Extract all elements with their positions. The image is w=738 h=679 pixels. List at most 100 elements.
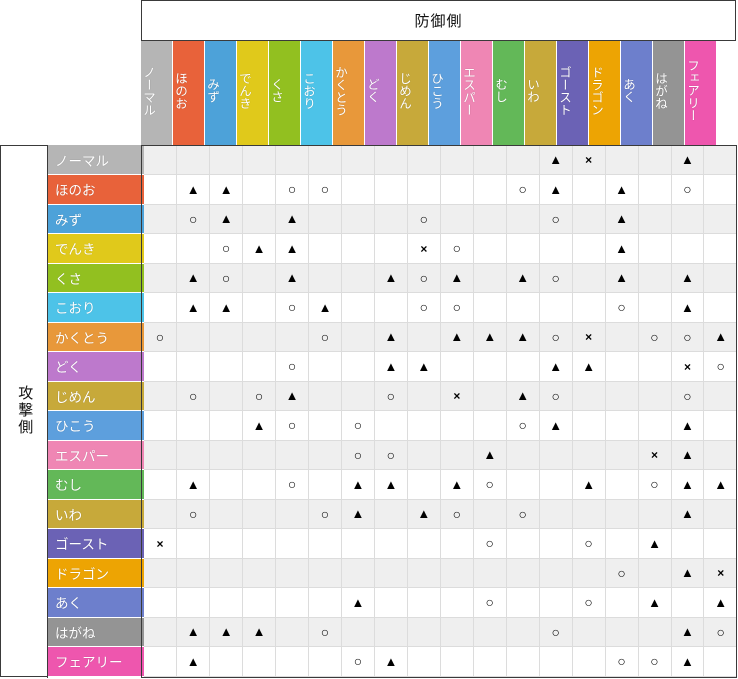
matrix-cell[interactable]	[143, 351, 178, 382]
matrix-cell[interactable]	[539, 558, 573, 588]
matrix-cell[interactable]	[605, 469, 639, 500]
matrix-cell[interactable]: ▲	[308, 292, 342, 323]
matrix-cell[interactable]	[572, 381, 606, 411]
matrix-cell[interactable]	[209, 587, 244, 618]
matrix-cell[interactable]: ▲	[176, 617, 211, 647]
matrix-cell[interactable]: ▲	[242, 617, 277, 647]
matrix-cell[interactable]	[275, 322, 310, 352]
matrix-cell[interactable]	[341, 351, 375, 382]
matrix-cell[interactable]	[605, 440, 639, 470]
matrix-cell[interactable]: ○	[341, 440, 375, 470]
matrix-cell[interactable]	[671, 528, 705, 559]
matrix-cell[interactable]	[605, 351, 639, 382]
matrix-cell[interactable]	[703, 499, 737, 529]
matrix-cell[interactable]	[473, 233, 507, 264]
matrix-cell[interactable]	[242, 322, 277, 352]
matrix-cell[interactable]	[275, 440, 310, 470]
matrix-cell[interactable]: ▲	[176, 174, 211, 205]
matrix-cell[interactable]	[638, 263, 672, 293]
matrix-cell[interactable]	[539, 646, 573, 677]
matrix-cell[interactable]	[374, 410, 408, 441]
matrix-cell[interactable]: ▲	[473, 440, 507, 470]
matrix-cell[interactable]	[605, 528, 639, 559]
matrix-cell[interactable]	[638, 351, 672, 382]
matrix-cell[interactable]: ○	[572, 528, 606, 559]
matrix-cell[interactable]	[242, 351, 277, 382]
matrix-cell[interactable]	[176, 145, 211, 175]
matrix-cell[interactable]	[638, 381, 672, 411]
matrix-cell[interactable]	[341, 292, 375, 323]
matrix-cell[interactable]: ▲	[440, 469, 474, 500]
matrix-cell[interactable]: ▲	[703, 469, 737, 500]
matrix-cell[interactable]	[539, 233, 573, 264]
matrix-cell[interactable]: ▲	[605, 263, 639, 293]
column-header-0[interactable]: ノーマル	[141, 41, 173, 145]
matrix-cell[interactable]	[407, 469, 441, 500]
matrix-cell[interactable]	[143, 263, 178, 293]
matrix-cell[interactable]: ▲	[703, 322, 737, 352]
matrix-cell[interactable]	[605, 587, 639, 618]
matrix-cell[interactable]	[473, 174, 507, 205]
matrix-cell[interactable]	[506, 587, 540, 618]
row-header-1[interactable]: ほのお	[48, 174, 144, 205]
matrix-cell[interactable]	[143, 381, 178, 411]
matrix-cell[interactable]	[407, 174, 441, 205]
matrix-cell[interactable]	[473, 351, 507, 382]
matrix-cell[interactable]: ▲	[374, 469, 408, 500]
matrix-cell[interactable]	[374, 558, 408, 588]
matrix-cell[interactable]	[572, 204, 606, 234]
row-header-0[interactable]: ノーマル	[48, 145, 144, 175]
matrix-cell[interactable]	[605, 499, 639, 529]
matrix-cell[interactable]: ○	[209, 263, 244, 293]
matrix-cell[interactable]	[473, 499, 507, 529]
matrix-cell[interactable]	[242, 646, 277, 677]
matrix-cell[interactable]	[506, 440, 540, 470]
column-header-9[interactable]: ひこう	[429, 41, 461, 145]
matrix-cell[interactable]: ▲	[539, 145, 573, 175]
matrix-cell[interactable]: ○	[143, 322, 178, 352]
matrix-cell[interactable]: ▲	[209, 292, 244, 323]
matrix-cell[interactable]: ▲	[407, 499, 441, 529]
matrix-cell[interactable]	[407, 528, 441, 559]
matrix-cell[interactable]: ▲	[671, 469, 705, 500]
matrix-cell[interactable]	[407, 410, 441, 441]
matrix-cell[interactable]	[473, 617, 507, 647]
matrix-cell[interactable]	[176, 528, 211, 559]
matrix-cell[interactable]: ○	[308, 499, 342, 529]
matrix-cell[interactable]	[176, 440, 211, 470]
matrix-cell[interactable]	[308, 233, 342, 264]
matrix-cell[interactable]	[671, 587, 705, 618]
matrix-cell[interactable]	[374, 233, 408, 264]
matrix-cell[interactable]: ○	[605, 558, 639, 588]
matrix-cell[interactable]	[407, 646, 441, 677]
matrix-cell[interactable]: ○	[275, 469, 310, 500]
matrix-cell[interactable]	[374, 528, 408, 559]
matrix-cell[interactable]: ○	[671, 322, 705, 352]
matrix-cell[interactable]	[374, 174, 408, 205]
matrix-cell[interactable]: ▲	[506, 263, 540, 293]
matrix-cell[interactable]: ○	[407, 292, 441, 323]
matrix-cell[interactable]	[506, 233, 540, 264]
matrix-cell[interactable]	[308, 469, 342, 500]
matrix-cell[interactable]	[308, 204, 342, 234]
matrix-cell[interactable]	[176, 410, 211, 441]
matrix-cell[interactable]	[308, 558, 342, 588]
matrix-cell[interactable]	[209, 145, 244, 175]
column-header-10[interactable]: エスパー	[461, 41, 493, 145]
matrix-cell[interactable]: ▲	[671, 440, 705, 470]
matrix-cell[interactable]	[440, 351, 474, 382]
matrix-cell[interactable]: ○	[341, 410, 375, 441]
matrix-cell[interactable]	[638, 499, 672, 529]
matrix-cell[interactable]: ▲	[374, 351, 408, 382]
matrix-cell[interactable]	[407, 617, 441, 647]
matrix-cell[interactable]: ▲	[209, 174, 244, 205]
matrix-cell[interactable]	[143, 646, 178, 677]
matrix-cell[interactable]	[209, 469, 244, 500]
column-header-14[interactable]: ドラゴン	[589, 41, 621, 145]
row-header-14[interactable]: ドラゴン	[48, 558, 144, 588]
matrix-cell[interactable]: ▲	[176, 646, 211, 677]
matrix-cell[interactable]	[506, 646, 540, 677]
matrix-cell[interactable]	[143, 204, 178, 234]
matrix-cell[interactable]	[638, 204, 672, 234]
matrix-cell[interactable]: ▲	[671, 145, 705, 175]
